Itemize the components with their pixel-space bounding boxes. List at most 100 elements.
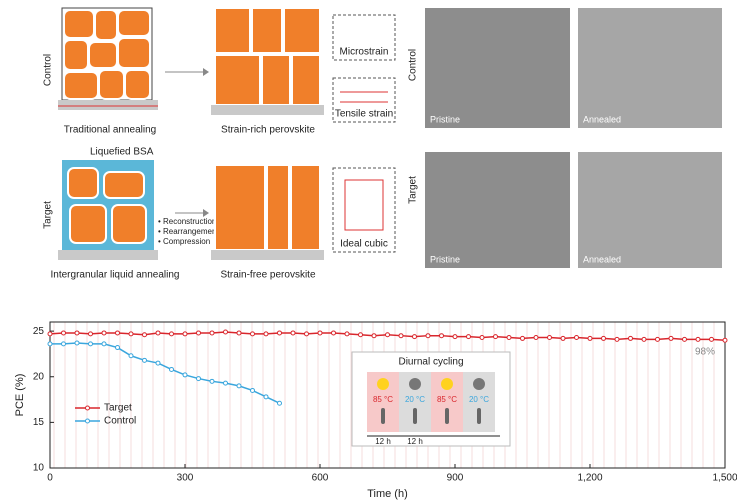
point	[209, 378, 215, 384]
point	[560, 335, 566, 341]
point	[74, 330, 80, 336]
inset-box	[332, 77, 396, 123]
y-tick-label: 15	[33, 417, 45, 428]
substrate	[58, 100, 158, 110]
inset-label: Ideal cubic	[340, 239, 388, 250]
point	[344, 331, 350, 337]
y-tick-label: 10	[33, 463, 45, 474]
annotation: Liquefied BSA	[90, 147, 154, 158]
image-label: Annealed	[583, 254, 621, 264]
grain	[88, 41, 118, 69]
inset-temp: 20 °C	[405, 395, 425, 404]
grain	[63, 9, 95, 39]
point	[574, 335, 579, 341]
point	[371, 333, 377, 339]
point	[101, 341, 107, 347]
x-tick-label: 1,500	[712, 473, 737, 484]
control-micrographs: Control Pristine Annealed	[408, 8, 722, 128]
point	[155, 360, 161, 366]
inset-box	[332, 167, 396, 253]
legend-marker	[85, 405, 90, 411]
point	[88, 341, 93, 347]
substrate	[211, 250, 324, 260]
inset-icon	[409, 378, 421, 390]
point	[277, 330, 282, 336]
y-tick-label: 20	[33, 371, 45, 382]
x-tick-label: 0	[47, 473, 53, 484]
arrow-head	[203, 68, 209, 76]
target-schematic: Target Liquefied BSA • Reconstruction • …	[43, 147, 396, 281]
point	[74, 340, 80, 346]
caption: Traditional annealing	[64, 125, 156, 136]
point	[250, 387, 255, 393]
bullet: • Rearrangement	[158, 227, 219, 236]
inset-icon	[473, 378, 485, 390]
point	[358, 332, 363, 338]
inset-box	[332, 14, 396, 61]
control-schematic: Control Traditional annealing Strain-ric…	[43, 7, 396, 136]
x-axis-label: Time (h)	[367, 488, 408, 500]
point	[317, 330, 323, 336]
point	[331, 330, 336, 336]
point	[520, 335, 525, 341]
grain	[124, 69, 151, 100]
point	[115, 330, 120, 336]
point	[101, 330, 107, 336]
grain	[67, 167, 99, 199]
inset-duration: 12 h	[375, 437, 391, 446]
point	[668, 335, 674, 341]
point	[412, 334, 417, 340]
point	[722, 337, 728, 343]
micrograph	[425, 8, 570, 128]
point	[277, 400, 282, 406]
inset-icon	[377, 378, 389, 390]
micrograph	[425, 152, 570, 268]
point	[196, 376, 201, 382]
inset-icon	[441, 378, 453, 390]
point	[47, 341, 53, 347]
image-label: Pristine	[430, 254, 460, 264]
inset-thermometer	[381, 408, 385, 424]
row-label: Target	[408, 176, 419, 204]
point	[479, 335, 485, 341]
point	[236, 330, 242, 336]
point	[641, 336, 647, 342]
point	[425, 333, 431, 339]
substrate	[211, 105, 324, 115]
legend-label: Target	[104, 403, 132, 414]
grain	[63, 39, 89, 71]
inset-thermometer	[413, 408, 417, 424]
grain	[117, 9, 151, 37]
grain	[214, 54, 261, 106]
inset-temp: 20 °C	[469, 395, 489, 404]
legend-label: Control	[104, 416, 136, 427]
point	[587, 335, 593, 341]
point	[236, 383, 242, 389]
y-axis-label: PCE (%)	[14, 374, 26, 417]
point	[493, 334, 498, 340]
chart: 10 15 20 25 0 300 600 900 1,200 1,500 Time (h) PCE …	[14, 321, 737, 500]
point	[182, 331, 188, 337]
point	[196, 330, 201, 336]
point	[709, 336, 714, 342]
arrow-head	[203, 209, 209, 217]
x-tick-label: 600	[312, 473, 329, 484]
caption: Strain-rich perovskite	[221, 125, 315, 136]
bullet: • Reconstruction	[158, 217, 216, 226]
point	[601, 335, 606, 341]
point	[142, 332, 147, 338]
grain	[94, 9, 118, 41]
row-label: Control	[43, 54, 54, 86]
grain	[98, 69, 125, 100]
grain	[103, 171, 145, 199]
inset-label: Microstrain	[340, 47, 389, 58]
micrograph	[578, 8, 722, 128]
point	[142, 357, 147, 363]
grain	[69, 204, 107, 244]
inset-title: Diurnal cycling	[398, 357, 463, 368]
x-tick-label: 900	[447, 473, 464, 484]
grain	[251, 7, 283, 54]
point	[506, 335, 512, 341]
bullet: • Compression	[158, 237, 210, 246]
